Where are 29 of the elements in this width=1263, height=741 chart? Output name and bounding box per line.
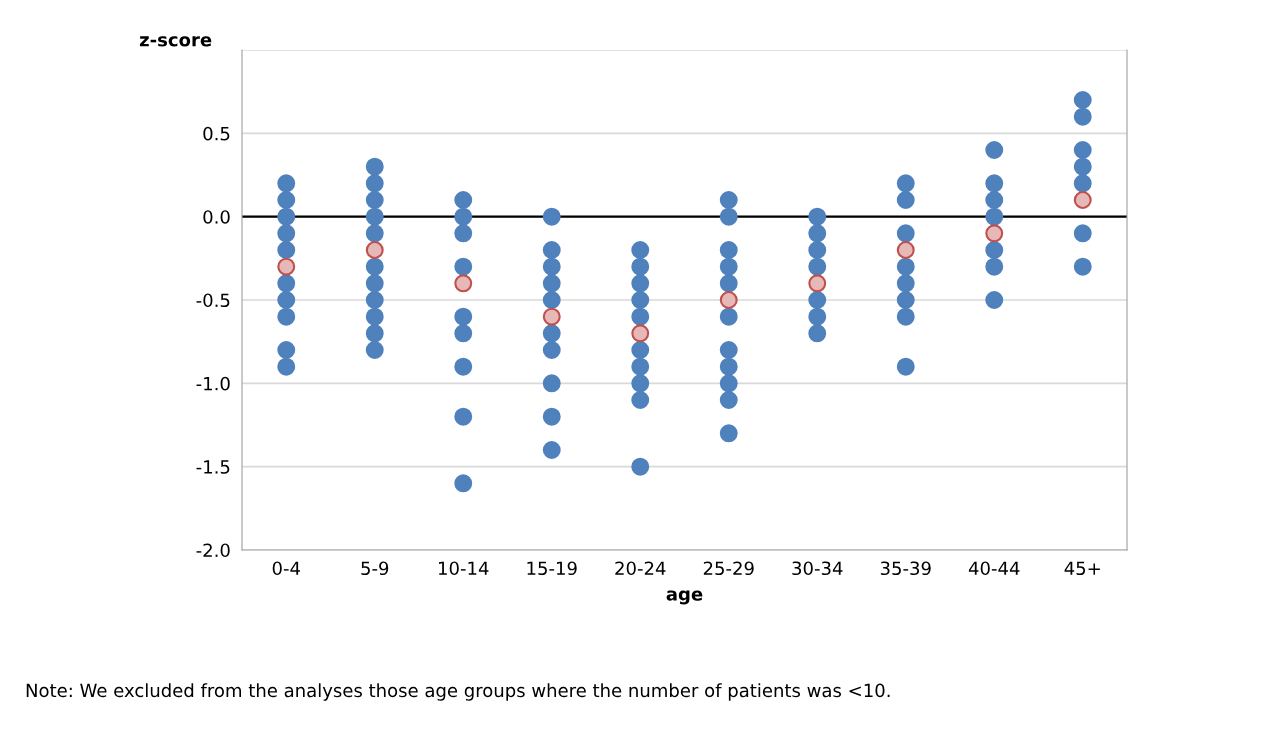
x-tick-label: 40-44 xyxy=(968,561,1020,576)
y-tick-label: -2.0 xyxy=(196,543,230,558)
x-tick-label: 35-39 xyxy=(880,561,931,576)
point xyxy=(808,274,827,293)
point xyxy=(542,307,561,326)
x-tick-label: 10-14 xyxy=(439,561,489,576)
x-tick-label: 15-19 xyxy=(527,561,577,576)
text: Note: We excluded from the analyses those age groups where the number of patients was <10. xyxy=(26,683,890,701)
x-tick-label: 5-9 xyxy=(361,561,389,576)
x-tick-label: 20-24 xyxy=(615,561,666,576)
y-tick-label: 0.0 xyxy=(203,210,230,224)
point xyxy=(454,274,473,293)
x-tick-label: 30-34 xyxy=(792,561,843,576)
x-tick-label: 25-29 xyxy=(703,561,754,576)
y-tick-label: 0.5 xyxy=(203,126,230,141)
point xyxy=(365,241,384,259)
y-tick-label: -1.0 xyxy=(196,376,230,391)
y-axis-title: z-score xyxy=(139,36,212,47)
point xyxy=(277,257,296,276)
point xyxy=(896,241,915,259)
x-tick-label: 45+ xyxy=(1064,561,1100,576)
y-tick-label: -0.5 xyxy=(196,293,230,308)
point xyxy=(985,224,1004,243)
x-axis-title: age xyxy=(666,590,703,605)
y-tick-label: -1.5 xyxy=(196,460,230,474)
point xyxy=(1073,191,1092,209)
point xyxy=(719,291,738,309)
point xyxy=(631,324,650,343)
x-tick-label: 0-4 xyxy=(272,561,300,576)
